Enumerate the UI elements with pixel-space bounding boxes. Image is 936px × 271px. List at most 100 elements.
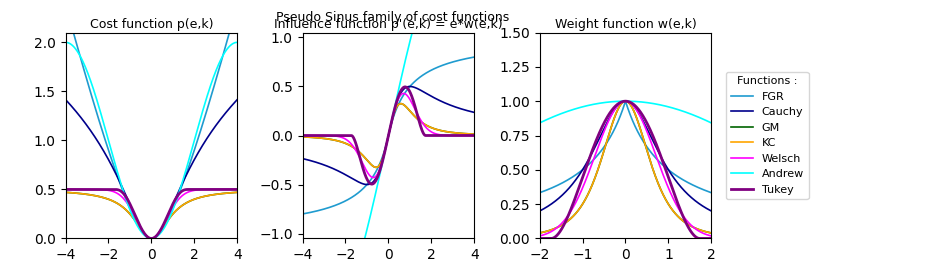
Andrew (616, 100, 627, 103)
FGR (141, 235, 153, 238)
GM (659, 195, 670, 199)
Tukey (692, 236, 703, 240)
Cauchy (659, 162, 670, 165)
Line: GM: GM (66, 192, 238, 238)
FGR (134, 225, 145, 228)
Tukey (620, 99, 631, 103)
Welsch (184, 190, 196, 193)
FGR (60, 2, 71, 6)
Tukey (218, 188, 229, 191)
GM (184, 199, 196, 202)
Cauchy (607, 112, 618, 115)
Andrew (60, 41, 71, 44)
FGR (607, 133, 618, 136)
Andrew (232, 41, 243, 44)
FGR (534, 191, 545, 194)
Andrew (134, 227, 145, 230)
Welsch (232, 188, 243, 191)
GM (616, 102, 627, 105)
KC (184, 199, 196, 202)
Andrew (607, 100, 619, 103)
KC (700, 230, 711, 233)
Andrew (141, 236, 153, 239)
Cauchy (146, 237, 157, 240)
KC (607, 120, 619, 123)
GM (146, 237, 157, 240)
Cauchy (700, 207, 711, 210)
Cauchy (218, 114, 229, 117)
Welsch (146, 237, 157, 240)
Andrew (659, 104, 670, 108)
Tukey (141, 235, 153, 238)
KC (620, 99, 631, 103)
KC (659, 195, 670, 199)
GM (607, 124, 618, 127)
Welsch (141, 235, 153, 238)
Andrew (607, 100, 618, 103)
Tukey (146, 237, 157, 240)
Cauchy (60, 98, 71, 101)
GM (620, 99, 631, 103)
Cauchy (232, 98, 243, 101)
KC (607, 124, 618, 127)
KC (146, 237, 157, 240)
KC (218, 192, 229, 195)
Text: Pseudo Sinus family of cost functions: Pseudo Sinus family of cost functions (276, 11, 510, 24)
KC (134, 225, 145, 228)
Welsch (227, 188, 238, 191)
GM (132, 223, 143, 226)
Tukey (607, 107, 619, 110)
GM (692, 227, 703, 231)
FGR (132, 223, 143, 226)
Welsch (700, 233, 711, 236)
Welsch (620, 99, 631, 103)
GM (60, 191, 71, 194)
FGR (607, 130, 619, 133)
Welsch (607, 111, 619, 114)
Line: Welsch: Welsch (539, 101, 711, 236)
Welsch (60, 188, 71, 191)
Cauchy (607, 110, 619, 113)
Welsch (132, 220, 143, 224)
KC (616, 102, 627, 105)
KC (706, 231, 717, 235)
Tukey (134, 222, 145, 226)
Andrew (692, 115, 703, 118)
Line: KC: KC (66, 192, 238, 238)
Cauchy (534, 209, 545, 213)
Tukey (607, 109, 618, 112)
GM (218, 192, 229, 195)
Welsch (134, 223, 145, 226)
FGR (620, 100, 631, 103)
Cauchy (227, 104, 238, 107)
Tukey (706, 237, 717, 240)
Line: KC: KC (539, 101, 711, 233)
Cauchy (184, 166, 196, 169)
Cauchy (141, 235, 153, 238)
KC (141, 235, 153, 238)
GM (232, 191, 243, 194)
Andrew (620, 99, 631, 103)
Line: FGR: FGR (66, 4, 238, 238)
FGR (218, 52, 229, 55)
FGR (616, 112, 627, 115)
Title: Influence function p'(e,k) = e*w(e,k): Influence function p'(e,k) = e*w(e,k) (274, 18, 503, 31)
GM (134, 225, 145, 228)
Cauchy (132, 220, 143, 223)
Cauchy (620, 99, 631, 103)
Line: Welsch: Welsch (66, 189, 238, 238)
Cauchy (706, 209, 717, 213)
Tukey (534, 237, 545, 240)
FGR (232, 2, 243, 6)
Andrew (706, 121, 717, 125)
Tukey (227, 188, 238, 191)
Andrew (184, 153, 196, 156)
Welsch (659, 176, 670, 180)
Andrew (534, 121, 545, 125)
Welsch (218, 188, 229, 191)
FGR (184, 160, 196, 164)
FGR (146, 237, 157, 240)
Tukey (659, 164, 670, 168)
KC (60, 191, 71, 194)
FGR (700, 189, 711, 192)
